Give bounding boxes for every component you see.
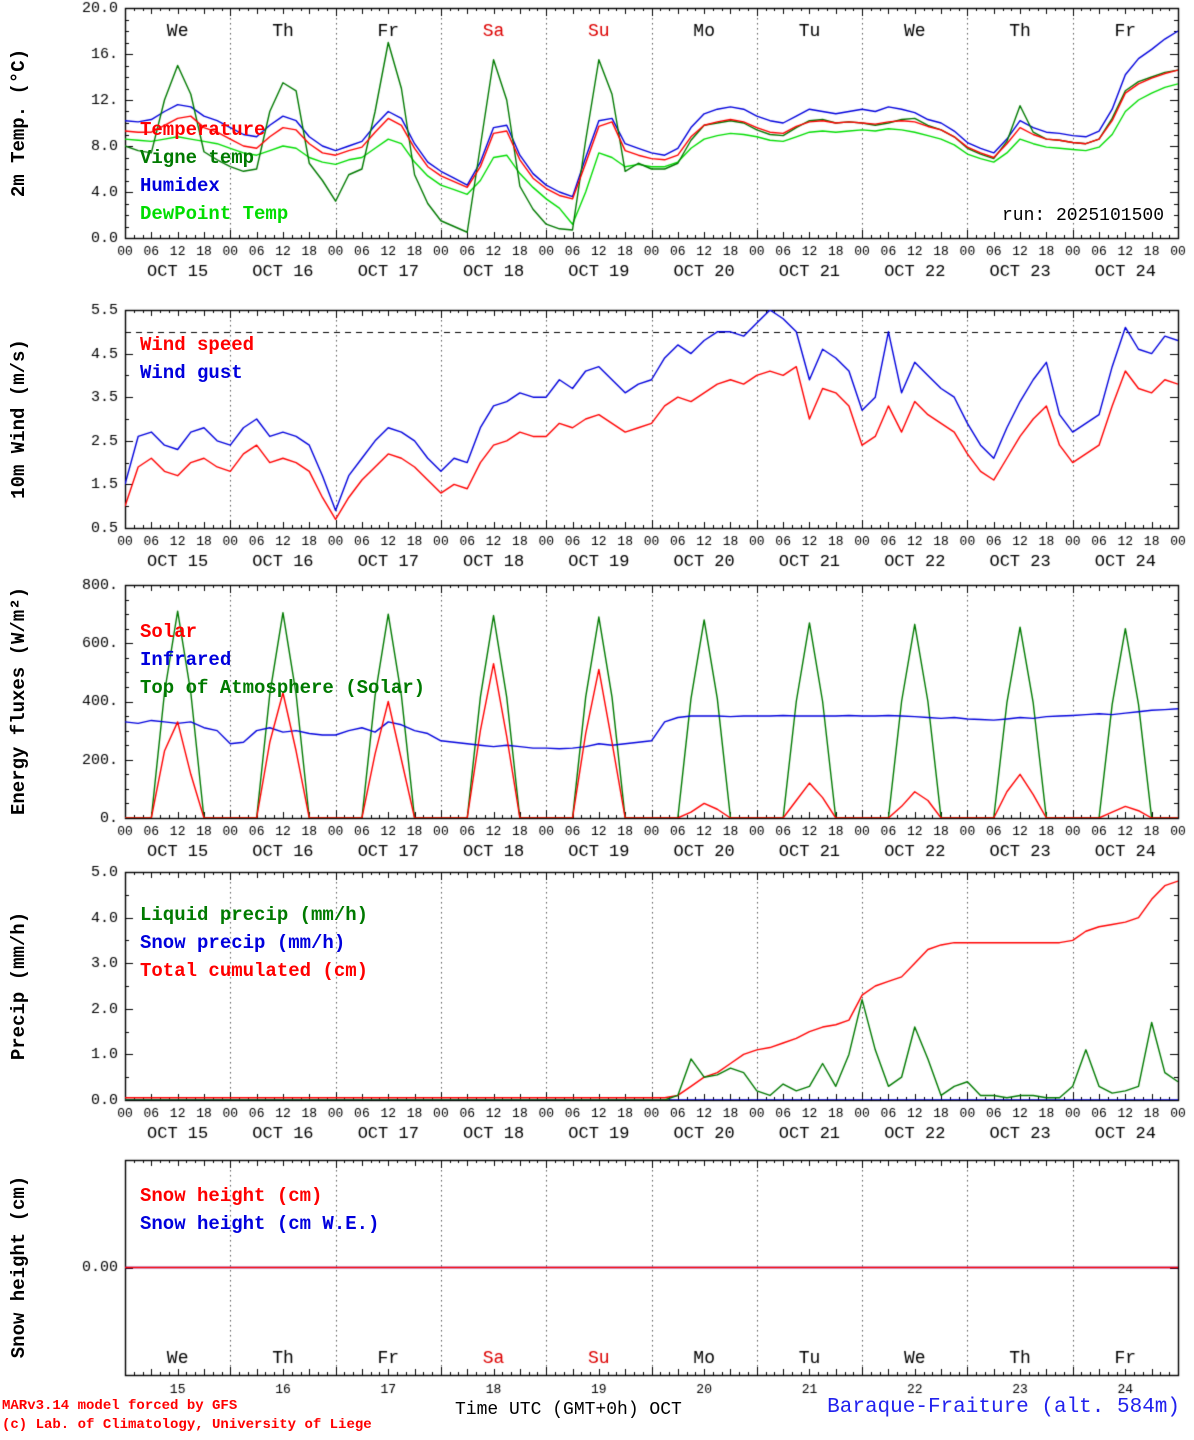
legend-solar: Solar [140,621,198,643]
run-label: run: 2025101500 [1001,206,1164,226]
legend-precip-panel: Liquid precip (mm/h) Snow precip (mm/h) … [140,901,368,985]
legend-vigne-temp: Vigne temp [140,147,255,169]
legend-snow-height: Snow height (cm) [140,1185,323,1207]
legend-wind-gust: Wind gust [140,362,243,384]
legend-snow-panel: Snow height (cm) Snow height (cm W.E.) [140,1182,379,1238]
lab-credit: (c) Lab. of Climatology, University of L… [2,1417,372,1433]
legend-snow-precip: Snow precip (mm/h) [140,932,346,954]
ylabel-10m-wind: 10m Wind (m/s) [8,339,30,499]
ylabel-snow-height: Snow height (cm) [8,1175,30,1359]
legend-temperature: Temperature [140,119,266,141]
legend-wind-panel: Wind speed Wind gust [140,331,254,387]
legend-humidex: Humidex [140,175,220,197]
ylabel-energy-flux: Energy fluxes (W/m²) [8,586,30,816]
ylabel-precip: Precip (mm/h) [8,911,30,1061]
legend-snow-height-we: Snow height (cm W.E.) [140,1213,380,1235]
legend-liquid-precip: Liquid precip (mm/h) [140,904,369,926]
legend-flux-panel: Solar Infrared Top of Atmosphere (Solar) [140,618,425,702]
legend-toa-solar: Top of Atmosphere (Solar) [140,677,426,699]
ylabel-2m-temp: 2m Temp. (°C) [8,48,30,198]
legend-total-cumulated: Total cumulated (cm) [140,960,369,982]
legend-infrared: Infrared [140,649,232,671]
model-credit: MARv3.14 model forced by GFS [2,1398,238,1414]
legend-wind-speed: Wind speed [140,334,255,356]
legend-temperature-panel: Temperature Vigne temp Humidex DewPoint … [140,116,288,228]
legend-dewpoint-temp: DewPoint Temp [140,203,289,225]
xaxis-title: Time UTC (GMT+0h) OCT [455,1400,682,1420]
station-label: Baraque-Fraiture (alt. 584m) [827,1396,1180,1419]
